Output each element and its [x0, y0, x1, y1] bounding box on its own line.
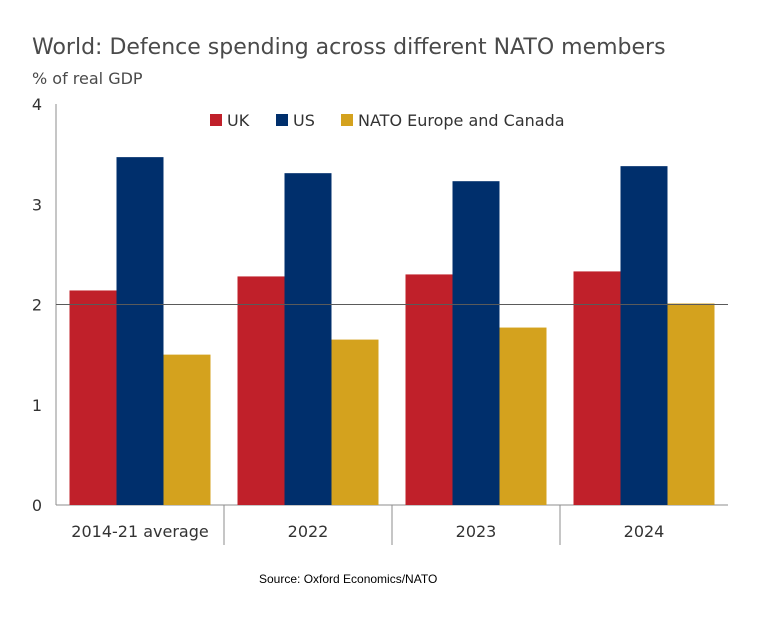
y-tick-label: 1	[32, 396, 42, 415]
bars	[56, 157, 728, 506]
bar-nato-europe-and-canada-3	[667, 303, 715, 505]
legend: UK US NATO Europe and Canada	[210, 111, 565, 130]
legend-label: US	[293, 111, 315, 130]
legend-swatch	[341, 114, 353, 126]
bar-us-1	[284, 173, 332, 506]
bar-nato-europe-and-canada-1	[331, 339, 379, 505]
legend-label: NATO Europe and Canada	[358, 111, 565, 130]
x-tick-label: 2023	[456, 522, 497, 541]
bar-us-0	[116, 157, 164, 505]
y-tick-label: 2	[32, 296, 42, 315]
bar-us-2	[452, 181, 500, 505]
bar-uk-3	[573, 271, 621, 505]
chart-subtitle: % of real GDP	[32, 69, 143, 88]
axis-ticks: 2014-21 average 2022 2023 2024 0 1 2 3 4	[32, 95, 665, 541]
bar-uk-0	[69, 290, 117, 505]
x-tick-label: 2024	[624, 522, 665, 541]
legend-swatch	[210, 114, 222, 126]
y-tick-label: 0	[32, 496, 42, 515]
x-tick-label: 2014-21 average	[71, 522, 208, 541]
bar-us-3	[620, 166, 668, 505]
bar-uk-1	[237, 276, 285, 505]
bar-nato-europe-and-canada-2	[499, 327, 547, 505]
x-tick-label: 2022	[288, 522, 329, 541]
y-tick-label: 4	[32, 95, 42, 114]
source-note: Source: Oxford Economics/NATO	[259, 572, 437, 586]
legend-item-nato-europe-and-canada: NATO Europe and Canada	[341, 111, 565, 130]
legend-item-us: US	[276, 111, 315, 130]
chart-title: World: Defence spending across different…	[32, 35, 666, 60]
legend-label: UK	[227, 111, 250, 130]
bar-nato-europe-and-canada-0	[163, 354, 211, 505]
legend-swatch	[276, 114, 288, 126]
bar-uk-2	[405, 274, 453, 505]
legend-item-uk: UK	[210, 111, 250, 130]
y-tick-label: 3	[32, 195, 42, 214]
